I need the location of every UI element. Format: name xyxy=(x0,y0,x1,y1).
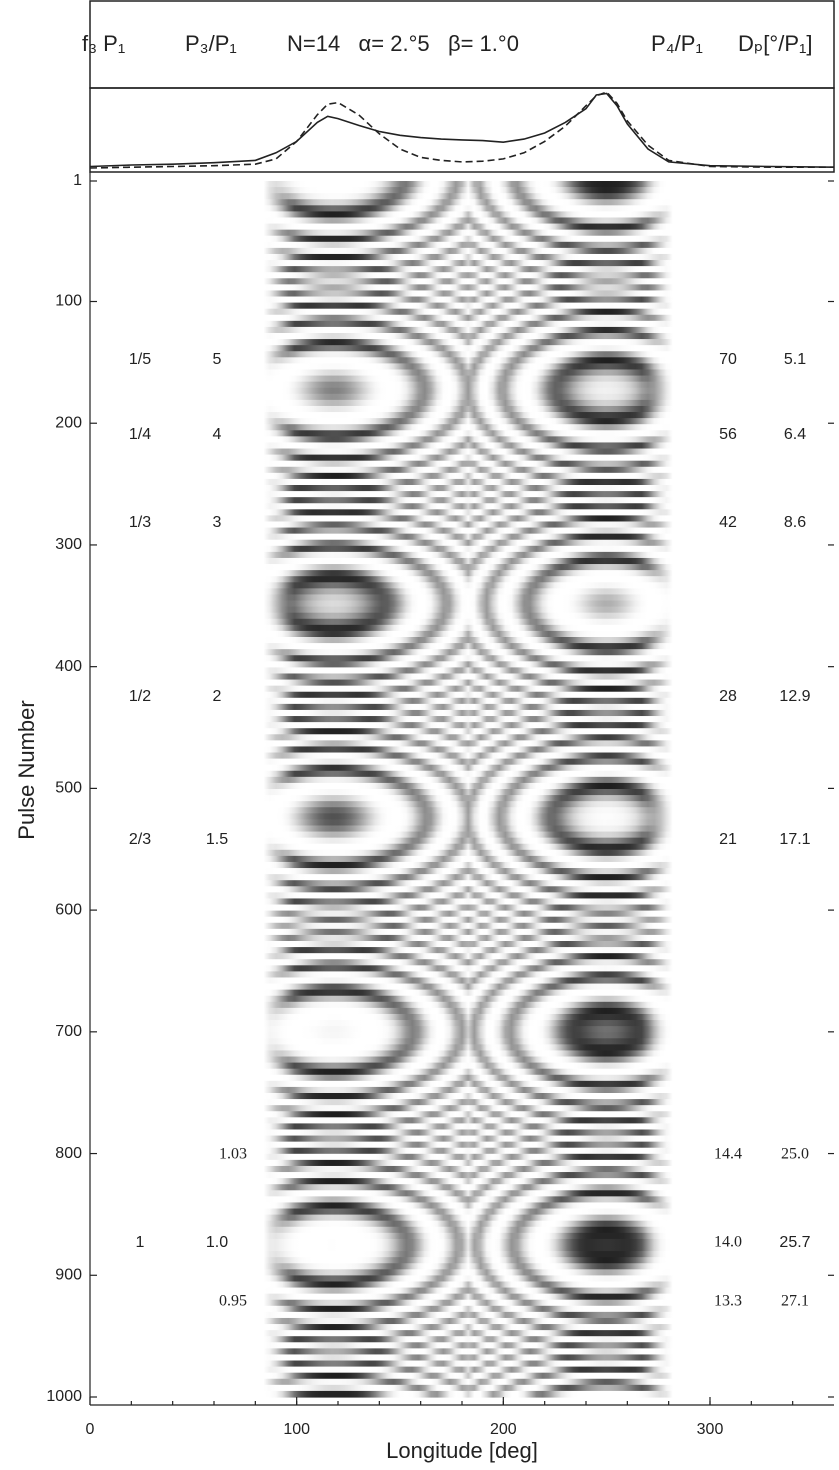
figure: f₃ P₁ P₃/P₁ N=14 α= 2.°5 β= 1.°0 P₄/P₁ D… xyxy=(14,0,835,1463)
